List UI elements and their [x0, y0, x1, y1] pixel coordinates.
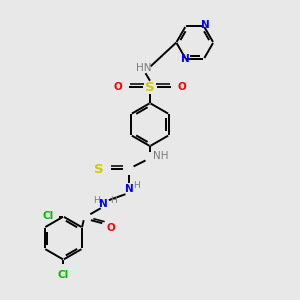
Text: O: O — [178, 82, 187, 92]
Text: O: O — [107, 223, 116, 233]
Text: N: N — [99, 199, 108, 209]
Text: NH: NH — [153, 151, 168, 161]
Text: O: O — [113, 82, 122, 92]
Text: HN: HN — [136, 63, 152, 73]
Text: H: H — [110, 196, 117, 205]
Text: N: N — [181, 53, 190, 64]
Text: S: S — [94, 163, 104, 176]
Text: Cl: Cl — [43, 211, 54, 221]
Text: S: S — [145, 81, 155, 94]
Text: N: N — [125, 184, 134, 194]
Text: H: H — [133, 181, 140, 190]
Text: H: H — [94, 196, 100, 205]
Text: Cl: Cl — [58, 269, 69, 280]
Text: N: N — [201, 20, 210, 30]
